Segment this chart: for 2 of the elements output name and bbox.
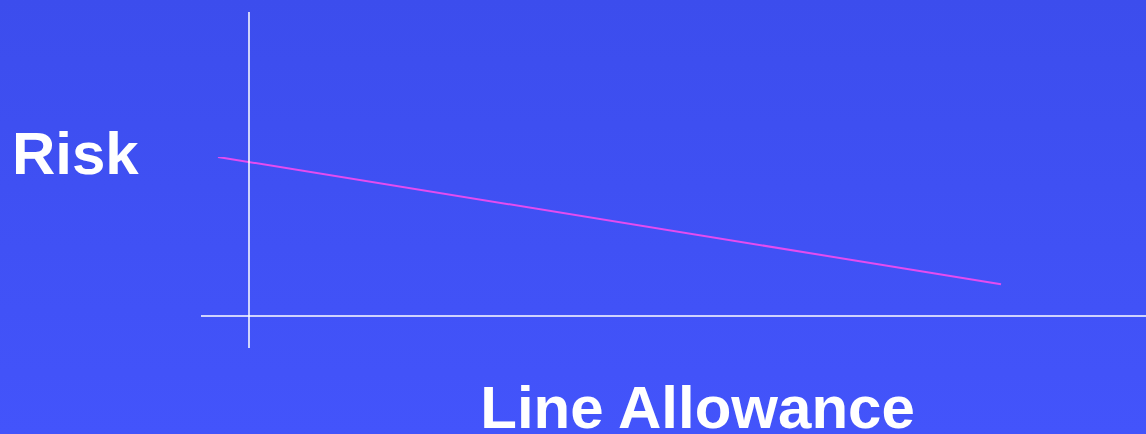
y-axis-title: Risk [12, 120, 139, 187]
x-axis-title: Line Allowance [479, 374, 916, 434]
